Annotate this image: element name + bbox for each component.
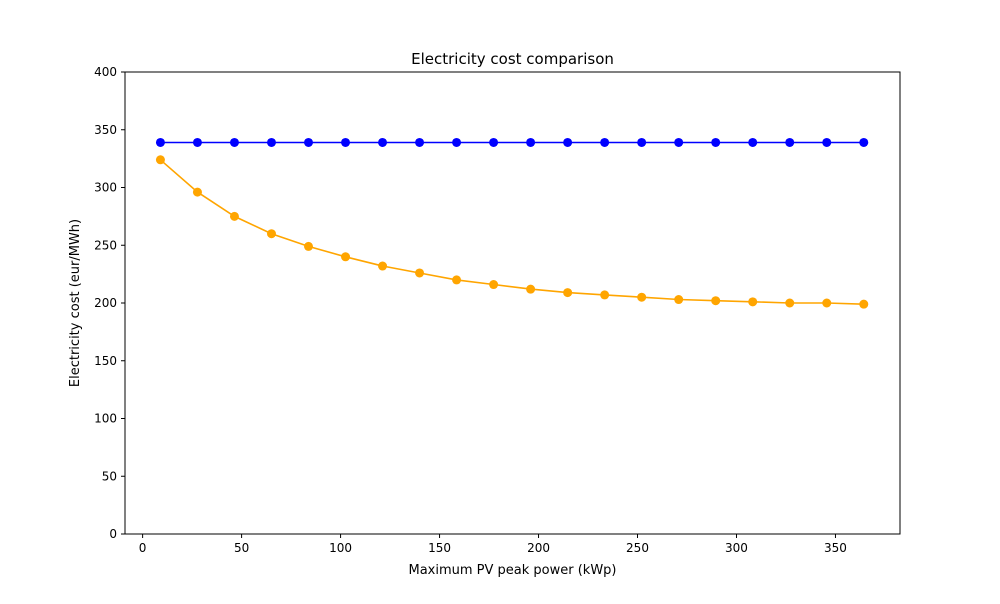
data-point [489, 280, 499, 290]
y-tick-label: 250 [94, 238, 117, 252]
series-group-1 [155, 137, 869, 147]
data-point [304, 241, 314, 251]
data-point [378, 261, 388, 271]
x-tick-label: 50 [234, 541, 249, 555]
data-point [452, 275, 462, 285]
data-point [304, 137, 314, 147]
data-point [637, 137, 647, 147]
data-point [748, 297, 758, 307]
data-point [415, 268, 425, 278]
data-point [637, 292, 647, 302]
data-point [822, 298, 832, 308]
data-point [822, 137, 832, 147]
series-layer [155, 137, 869, 309]
y-tick-label: 400 [94, 65, 117, 79]
y-tick-label: 150 [94, 354, 117, 368]
data-point [229, 211, 239, 221]
chart-title: Electricity cost comparison [411, 50, 614, 68]
data-point [674, 295, 684, 305]
data-point [266, 137, 276, 147]
tick-layer: 0 50 100 150 200 250 300 350 0 50 100 150 200 250 300 3… [94, 65, 847, 555]
data-point [526, 137, 536, 147]
x-tick-label: 300 [725, 541, 748, 555]
data-point [563, 288, 573, 298]
data-point [155, 137, 165, 147]
data-point [711, 296, 721, 306]
y-tick-label: 300 [94, 181, 117, 195]
data-point [600, 137, 610, 147]
data-point [526, 284, 536, 294]
data-point [192, 137, 202, 147]
y-tick-label: 350 [94, 123, 117, 137]
data-point [229, 137, 239, 147]
data-point [600, 290, 610, 300]
plot-frame [124, 71, 901, 535]
series-line-2 [159, 159, 864, 305]
data-point [859, 299, 869, 309]
x-tick-label: 250 [626, 541, 649, 555]
y-tick-label: 100 [94, 412, 117, 426]
data-point [748, 137, 758, 147]
data-point [563, 137, 573, 147]
data-point [785, 298, 795, 308]
y-axis-label: Electricity cost (eur/MWh) [68, 219, 83, 387]
data-point [859, 137, 869, 147]
data-point [452, 137, 462, 147]
data-point [785, 137, 795, 147]
data-point [674, 137, 684, 147]
x-axis-label: Maximum PV peak power (kWp) [408, 563, 616, 578]
series-group-2 [155, 155, 869, 309]
data-point [155, 155, 165, 165]
data-point [489, 137, 499, 147]
data-point [266, 229, 276, 239]
data-point [378, 137, 388, 147]
y-tick-label: 0 [109, 527, 117, 541]
data-point [192, 187, 202, 197]
y-tick-label: 50 [102, 469, 117, 483]
x-tick-label: 200 [527, 541, 550, 555]
data-point [415, 137, 425, 147]
x-tick-label: 150 [428, 541, 451, 555]
data-point [341, 252, 351, 262]
data-point [341, 137, 351, 147]
y-tick-label: 200 [94, 296, 117, 310]
x-tick-label: 0 [139, 541, 147, 555]
x-tick-label: 350 [824, 541, 847, 555]
x-tick-label: 100 [329, 541, 352, 555]
data-point [711, 137, 721, 147]
